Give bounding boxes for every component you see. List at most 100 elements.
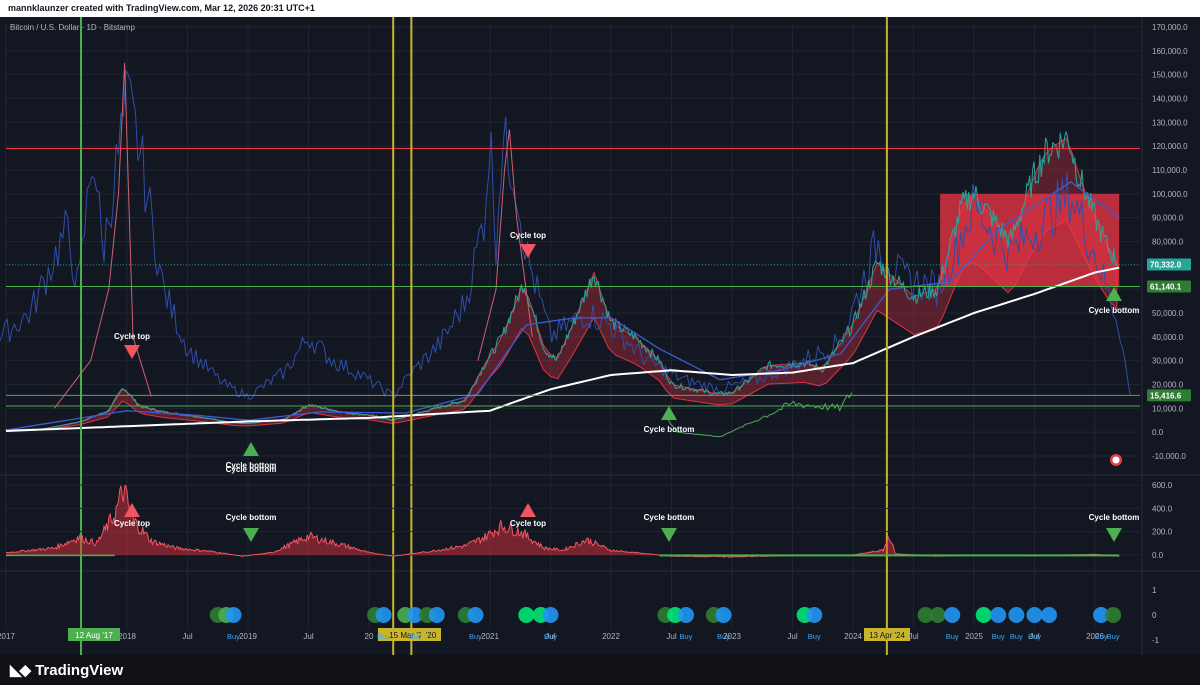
x-tick-label: Jul <box>303 632 313 641</box>
price-label: 70,332.0 <box>1150 261 1182 270</box>
buy-signal-label: Buy <box>377 632 390 641</box>
x-tick-label: 2026 <box>1086 632 1104 641</box>
y-tick-label: 30,000.0 <box>1152 357 1184 366</box>
date-marker-label-box <box>68 628 120 641</box>
signal-dot <box>406 607 423 623</box>
buy-signal-label: Buy <box>680 632 693 641</box>
screenshot-caption: mannklaunzer created with TradingView.co… <box>0 0 1200 17</box>
buy-signal-label: Buy <box>1095 632 1108 641</box>
signal-dot <box>428 607 445 623</box>
cycle-bottom-triangle <box>661 406 677 420</box>
cycle-annotation-label: Cycle bottom <box>226 461 277 470</box>
x-tick-label: 2017 <box>0 632 15 641</box>
osc-cycle-label: Cycle bottom <box>226 513 277 522</box>
signal-dot <box>678 607 695 623</box>
x-tick-label: Jul <box>182 632 192 641</box>
date-marker-label: '20 <box>426 631 437 640</box>
x-tick-label: 2019 <box>239 632 257 641</box>
y-tick-label: -10,000.0 <box>1152 452 1186 461</box>
signal-dot <box>944 607 961 623</box>
cycle-annotation-label: Cycle bottom <box>1089 306 1140 315</box>
signal-y-tick-label: 0 <box>1152 611 1157 620</box>
osc-y-tick-label: 600.0 <box>1152 481 1173 490</box>
cycle-bottom-triangle <box>243 442 259 456</box>
buy-signal-label: Buy <box>227 632 240 641</box>
cycle-annotation-label: Cycle top <box>114 332 150 341</box>
cycle-bottom-triangle <box>1106 287 1122 301</box>
x-tick-label: Jul <box>908 632 918 641</box>
y-tick-label: 10,000.0 <box>1152 404 1184 413</box>
x-tick-label: 2023 <box>723 632 741 641</box>
signal-y-tick-label: 1 <box>1152 586 1157 595</box>
osc-cycle-bottom-triangle <box>661 528 677 542</box>
tradingview-logo[interactable]: ◣◆ TradingView <box>10 661 124 680</box>
osc-cycle-bottom-triangle <box>243 528 259 542</box>
x-tick-label: 2022 <box>602 632 620 641</box>
y-tick-label: 0.0 <box>1152 428 1164 437</box>
osc-y-tick-label: 400.0 <box>1152 504 1173 513</box>
signal-dot <box>975 607 992 623</box>
buy-signal-label: Buy <box>717 632 730 641</box>
y-tick-label: 20,000.0 <box>1152 381 1184 390</box>
y-tick-label: 120,000.0 <box>1152 142 1188 151</box>
signal-dot <box>990 607 1007 623</box>
buy-signal-label: Buy <box>1010 632 1023 641</box>
y-tick-label: 100,000.0 <box>1152 190 1188 199</box>
y-tick-label: 50,000.0 <box>1152 309 1184 318</box>
cycle-annotation-label: Cycle bottom <box>644 425 695 434</box>
buy-signal-label: Buy <box>946 632 959 641</box>
x-tick-label: 2021 <box>481 632 499 641</box>
cycle-annotation-label: Cycle top <box>510 231 546 240</box>
price-label: 61,140.1 <box>1150 282 1182 291</box>
red-spike-line <box>54 62 152 409</box>
osc-cycle-label: Cycle bottom <box>1089 513 1140 522</box>
moving-average-line <box>5 181 1120 431</box>
buy-signal-label: Buy <box>469 632 482 641</box>
osc-cycle-bottom-triangle <box>1106 528 1122 542</box>
price-label-box <box>1147 258 1191 271</box>
osc-cycle-top-triangle <box>520 503 536 517</box>
y-tick-label: 160,000.0 <box>1152 47 1188 56</box>
buy-signal-label: Buy <box>409 632 422 641</box>
y-tick-label: 140,000.0 <box>1152 95 1188 104</box>
buy-signal-label: Buy <box>1028 632 1041 641</box>
x-tick-label: Jul <box>1029 632 1039 641</box>
green-bottom-line <box>665 392 853 438</box>
signal-dot <box>225 607 242 623</box>
osc-cycle-label: Cycle bottom <box>644 513 695 522</box>
signal-dot <box>1105 607 1122 623</box>
buy-signal-label: Buy <box>992 632 1005 641</box>
buy-signal-label: Buy <box>544 632 557 641</box>
osc-cycle-top-triangle <box>124 503 140 517</box>
y-tick-label: 170,000.0 <box>1152 23 1188 32</box>
signal-dot <box>1008 607 1025 623</box>
price-chart-svg[interactable]: 170,000.0 160,000.0 150,000.0 140,000.0 1 30,… <box>0 17 1200 655</box>
chart-area[interactable]: 170,000.0 160,000.0 150,000.0 140,000.0 1 30,… <box>0 17 1200 655</box>
date-marker-label-box <box>421 628 441 641</box>
y-tick-label: 150,000.0 <box>1152 71 1188 80</box>
osc-cycle-label: Cycle top <box>510 519 546 528</box>
signal-dot <box>542 607 559 623</box>
price-label-box <box>1147 389 1191 402</box>
signal-dot <box>1093 607 1110 623</box>
white-long-ma <box>5 266 1120 432</box>
signal-dot <box>1041 607 1058 623</box>
x-tick-label: 2018 <box>118 632 136 641</box>
tradingview-brand: TradingView <box>35 661 124 679</box>
cycle-top-triangle <box>520 244 536 258</box>
price-label: 15,416.6 <box>1150 391 1182 400</box>
signal-dot <box>715 607 732 623</box>
x-tick-label: Jul <box>787 632 797 641</box>
symbol-title: Bitcoin / U.S. Dollar · 1D · Bitstamp <box>10 23 135 32</box>
red-spike-line <box>477 129 533 361</box>
y-tick-label: 80,000.0 <box>1152 238 1184 247</box>
y-tick-label: 40,000.0 <box>1152 333 1184 342</box>
y-tick-label: 110,000.0 <box>1152 166 1188 175</box>
signal-dot <box>929 607 946 623</box>
price-label-box <box>1147 280 1191 293</box>
osc-cycle-label: Cycle top <box>114 519 150 528</box>
blue-oscillator-line <box>0 69 1131 400</box>
x-tick-label: 2024 <box>844 632 862 641</box>
tradingview-logo-icon: ◣◆ <box>10 662 31 679</box>
buy-signal-label: Buy <box>808 632 821 641</box>
